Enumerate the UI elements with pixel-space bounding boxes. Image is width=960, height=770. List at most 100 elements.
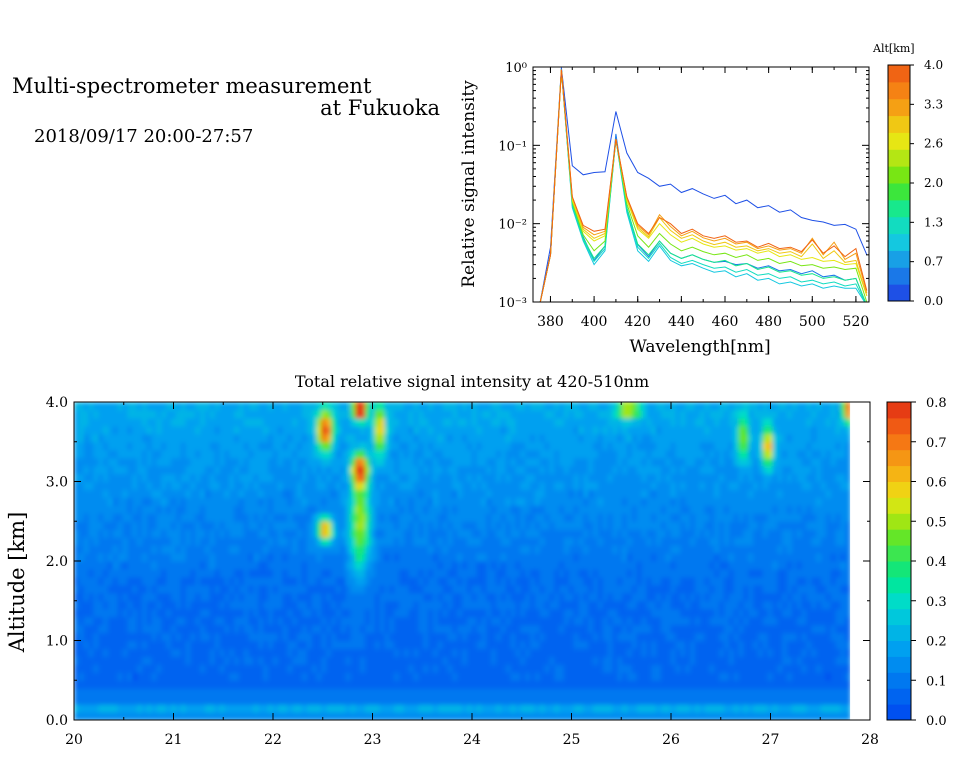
heatmap-cell bbox=[243, 616, 250, 626]
heatmap-cell bbox=[539, 529, 546, 538]
heatmap-cell bbox=[631, 513, 638, 522]
heatmap-cell bbox=[384, 425, 390, 435]
heatmap-cell bbox=[127, 664, 133, 673]
heatmap-cell bbox=[462, 616, 468, 626]
heatmap-cell bbox=[578, 402, 584, 411]
heatmap-cell bbox=[612, 592, 618, 602]
heatmap-cell bbox=[544, 624, 550, 634]
heatmap-cell bbox=[88, 648, 95, 657]
heatmap-cell bbox=[355, 616, 361, 626]
heatmap-cell bbox=[234, 521, 240, 530]
heatmap-cell bbox=[437, 584, 444, 594]
heatmap-cell bbox=[428, 712, 434, 720]
heatmap-cell bbox=[559, 608, 565, 618]
heatmap-cell bbox=[107, 529, 114, 538]
heatmap-cell bbox=[365, 402, 371, 411]
heatmap-cell bbox=[646, 664, 652, 673]
heatmap-cell bbox=[403, 600, 410, 610]
heatmap-cell bbox=[127, 409, 133, 419]
heatmap-cell bbox=[306, 616, 313, 626]
heatmap-cell bbox=[185, 592, 192, 602]
heatmap-cell bbox=[272, 465, 279, 475]
heatmap-cell bbox=[93, 465, 99, 475]
heatmap-cell bbox=[418, 433, 424, 443]
heatmap-cell bbox=[534, 656, 541, 665]
heatmap-cell bbox=[457, 473, 463, 483]
heatmap-cell bbox=[243, 489, 250, 498]
heatmap-cell bbox=[549, 576, 555, 586]
heatmap-cell bbox=[234, 616, 240, 626]
heatmap-cell bbox=[112, 449, 119, 459]
heatmap-cell bbox=[209, 425, 216, 435]
heatmap-cell bbox=[277, 672, 284, 681]
heatmap-cell bbox=[190, 648, 196, 657]
heatmap-cell bbox=[617, 561, 623, 570]
heatmap-cell bbox=[282, 449, 289, 459]
heatmap-cell bbox=[476, 561, 483, 570]
heatmap-cell bbox=[166, 449, 172, 459]
heatmap-cell bbox=[583, 473, 589, 483]
heatmap-cell bbox=[578, 409, 584, 419]
heatmap-cell bbox=[180, 584, 187, 594]
heatmap-cell bbox=[137, 608, 143, 618]
altitude-colorbar-segment bbox=[888, 149, 910, 167]
heatmap-cell bbox=[234, 545, 240, 554]
heatmap-cell bbox=[563, 672, 570, 681]
heatmap-cell bbox=[229, 449, 235, 459]
heatmap-cell bbox=[549, 537, 555, 546]
heatmap-cell bbox=[253, 433, 259, 443]
heatmap-cell bbox=[272, 656, 279, 665]
heatmap-cell bbox=[631, 441, 638, 451]
heatmap-cell bbox=[389, 712, 395, 720]
heatmap-cell bbox=[369, 624, 376, 634]
heatmap-cell bbox=[457, 632, 463, 642]
heatmap-cell bbox=[141, 688, 148, 697]
heatmap-cell bbox=[301, 409, 308, 419]
heatmap-cell bbox=[389, 513, 395, 522]
heatmap-cell bbox=[496, 608, 502, 618]
heatmap-cell bbox=[229, 537, 235, 546]
heatmap-cell bbox=[268, 680, 274, 689]
heatmap-cell bbox=[156, 568, 162, 578]
heatmap-cell bbox=[268, 568, 274, 578]
heatmap-cell bbox=[272, 568, 279, 578]
heatmap-cell bbox=[602, 680, 609, 689]
heatmap-cell bbox=[418, 616, 424, 626]
heatmap-cell bbox=[209, 704, 216, 713]
heatmap-cell bbox=[423, 465, 429, 475]
heatmap-cell bbox=[549, 465, 555, 475]
heatmap-cell bbox=[612, 640, 618, 650]
heatmap-cell bbox=[321, 489, 327, 498]
heatmap-cell bbox=[500, 672, 507, 681]
heatmap-cell bbox=[534, 672, 541, 681]
heatmap-cell bbox=[234, 608, 240, 618]
heatmap-cell bbox=[83, 704, 90, 713]
heatmap-cell bbox=[287, 425, 293, 435]
heatmap-cell bbox=[636, 505, 643, 514]
heatmap-cell bbox=[78, 441, 85, 451]
heatmap-cell bbox=[622, 537, 628, 546]
heatmap-cell bbox=[515, 584, 521, 594]
heatmap-cell bbox=[525, 688, 531, 697]
heatmap-cell bbox=[549, 489, 555, 498]
heatmap-cell bbox=[200, 409, 206, 419]
heatmap-cell bbox=[656, 688, 662, 697]
heatmap-cell bbox=[117, 409, 124, 419]
heatmap-cell bbox=[229, 672, 235, 681]
heatmap-cell bbox=[369, 576, 376, 586]
heatmap-cell bbox=[243, 680, 250, 689]
heatmap-cell bbox=[573, 680, 580, 689]
heatmap-cell bbox=[525, 696, 531, 705]
heatmap-cell bbox=[457, 672, 463, 681]
heatmap-cell bbox=[651, 521, 657, 530]
heatmap-cell bbox=[93, 688, 99, 697]
heatmap-cell bbox=[597, 656, 604, 665]
heatmap-cell bbox=[369, 465, 376, 475]
heatmap-cell bbox=[190, 457, 196, 467]
heatmap-cell bbox=[394, 576, 400, 586]
heatmap-cell bbox=[554, 616, 560, 626]
heatmap-cell bbox=[631, 632, 638, 642]
heatmap-cell bbox=[656, 648, 662, 657]
heatmap-cell bbox=[83, 616, 90, 626]
heatmap-cell bbox=[471, 441, 478, 451]
